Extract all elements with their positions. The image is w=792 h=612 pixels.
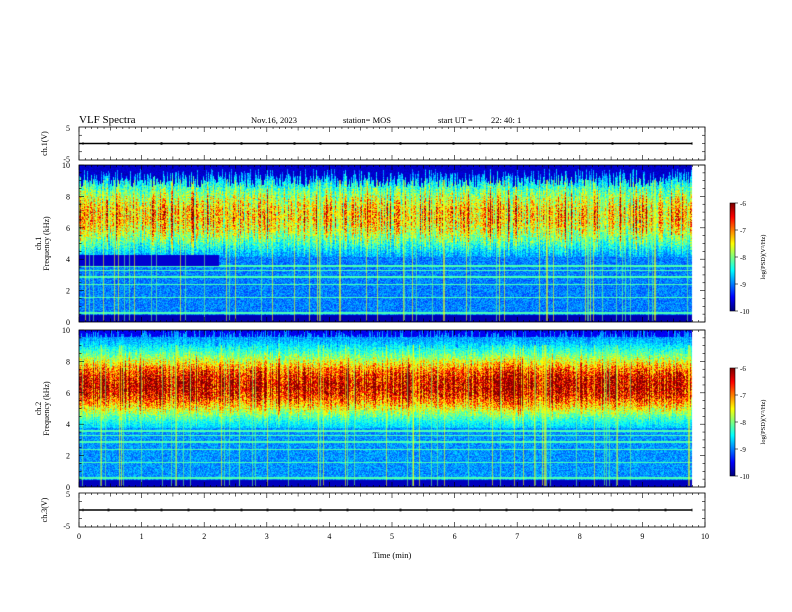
y-axis-label: ch.3(V) bbox=[40, 497, 49, 522]
colorbar-tick-label: -6 bbox=[740, 200, 746, 208]
y-axis-label-channel: ch.1 bbox=[34, 237, 43, 251]
y-tick-label: 2 bbox=[66, 452, 70, 461]
x-tick-label: 4 bbox=[327, 532, 331, 541]
x-tick-label: 8 bbox=[578, 532, 582, 541]
colorbar-tick-label: -8 bbox=[740, 419, 746, 427]
y-tick-label: 0 bbox=[66, 318, 70, 327]
y-tick-label: 4 bbox=[66, 255, 70, 264]
y-tick-label: 5 bbox=[66, 124, 70, 133]
ch2-spectrogram-panel: 0 2 4 6 8 10 ch.2 Frequency (kHz) bbox=[34, 326, 706, 492]
colorbar-tick-label: -9 bbox=[740, 281, 746, 289]
x-tick-label: 7 bbox=[515, 532, 519, 541]
figure-title: VLF Spectra bbox=[79, 114, 136, 126]
start-time-value: 22: 40: 1 bbox=[491, 115, 521, 125]
station-label: station= MOS bbox=[343, 115, 391, 125]
y-axis-label-frequency: Frequency (kHz) bbox=[42, 216, 51, 271]
x-tick-label: 5 bbox=[390, 532, 394, 541]
x-tick-label: 1 bbox=[140, 532, 144, 541]
y-tick-label: 2 bbox=[66, 287, 70, 296]
x-tick-label: 10 bbox=[701, 532, 709, 541]
date-label: Nov.16, 2023 bbox=[251, 115, 297, 125]
x-tick-label: 9 bbox=[640, 532, 644, 541]
ch2-spectrogram-image bbox=[79, 330, 705, 487]
colorbar-tick-label: -7 bbox=[740, 227, 746, 235]
colorbar-2-gradient bbox=[730, 368, 735, 476]
colorbar-label: log(PSD)(V²/Hz) bbox=[760, 235, 767, 280]
ch1-spectrogram-image bbox=[79, 165, 705, 322]
y-tick-label: 4 bbox=[66, 420, 70, 429]
colorbar-label: log(PSD)(V²/Hz) bbox=[760, 400, 767, 445]
ch1-spectrogram-panel: 0 2 4 6 8 10 ch.1 Frequency (kHz) bbox=[34, 161, 706, 327]
time-axis: 0 1 2 3 4 5 6 7 8 9 10 Time (min) bbox=[77, 532, 709, 560]
colorbar-tick-label: -10 bbox=[740, 308, 750, 316]
colorbar-tick-label: -7 bbox=[740, 392, 746, 400]
y-tick-label: 10 bbox=[62, 326, 70, 335]
y-tick-label: 8 bbox=[66, 192, 70, 201]
colorbar-tick-label: -6 bbox=[740, 365, 746, 373]
y-axis-label-frequency: Frequency (kHz) bbox=[42, 381, 51, 436]
x-tick-label: 0 bbox=[77, 532, 81, 541]
y-tick-label: 8 bbox=[66, 357, 70, 366]
colorbars: -6 -7 -8 -9 -10 log(PSD)(V²/Hz) -6 -7 -8 -9 -10 log… bbox=[729, 200, 767, 481]
x-axis-label: Time (min) bbox=[373, 550, 412, 560]
y-tick-label: 0 bbox=[66, 483, 70, 492]
y-axis-label-channel: ch.2 bbox=[34, 402, 43, 416]
y-tick-label: 5 bbox=[66, 490, 70, 499]
ch3-waveform-panel: 5 -5 ch.3(V) bbox=[40, 490, 706, 531]
y-tick-label: -5 bbox=[63, 155, 70, 164]
x-tick-label: 3 bbox=[265, 532, 269, 541]
x-tick-label: 6 bbox=[453, 532, 457, 541]
ch1-waveform-panel: 5 -5 ch.1(V) bbox=[40, 124, 706, 164]
colorbar-1-gradient bbox=[730, 203, 735, 311]
x-tick-label: 2 bbox=[202, 532, 206, 541]
colorbar-tick-label: -10 bbox=[740, 473, 750, 481]
colorbar-tick-label: -9 bbox=[740, 446, 746, 454]
y-tick-label: 10 bbox=[62, 161, 70, 170]
y-tick-label: 6 bbox=[66, 224, 70, 233]
y-tick-label: -5 bbox=[63, 522, 70, 531]
y-axis-label: ch.1(V) bbox=[40, 131, 49, 156]
colorbar-tick-label: -8 bbox=[740, 254, 746, 262]
y-tick-label: 6 bbox=[66, 389, 70, 398]
start-ut-label: start UT = bbox=[438, 115, 473, 125]
